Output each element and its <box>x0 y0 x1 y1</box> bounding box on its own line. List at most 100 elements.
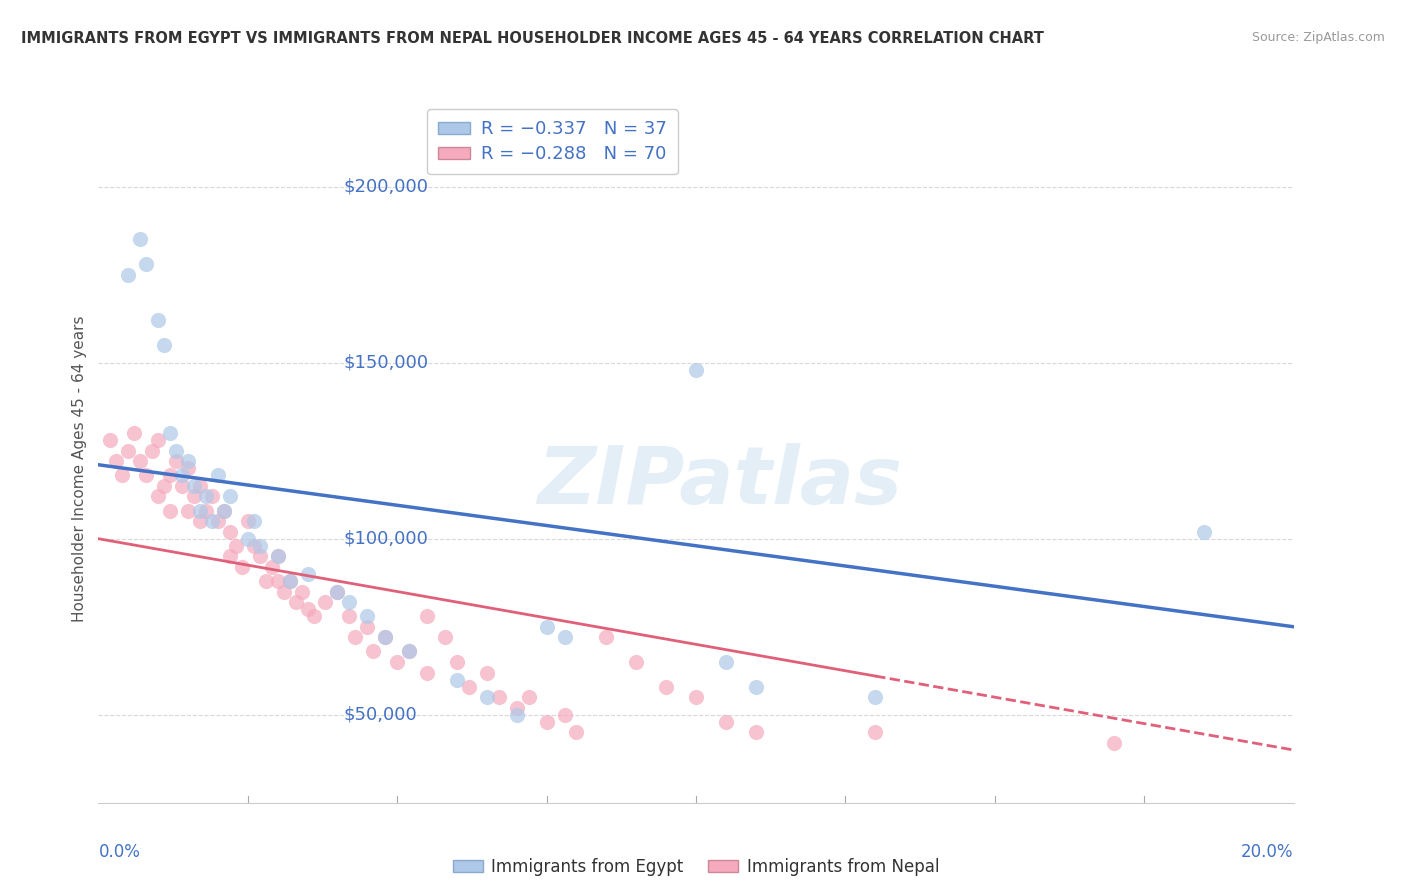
Point <box>111 468 134 483</box>
Point <box>290 584 312 599</box>
Point <box>260 560 283 574</box>
Point <box>374 630 396 644</box>
Text: $100,000: $100,000 <box>343 530 429 548</box>
Point <box>194 503 218 517</box>
Point <box>356 609 378 624</box>
Text: $50,000: $50,000 <box>343 706 418 723</box>
Point <box>398 644 420 658</box>
Point <box>194 490 218 504</box>
Text: Source: ZipAtlas.com: Source: ZipAtlas.com <box>1251 31 1385 45</box>
Point <box>267 574 290 588</box>
Point <box>117 268 139 282</box>
Point <box>177 503 200 517</box>
Point <box>595 630 617 644</box>
Point <box>344 630 367 644</box>
Point <box>225 539 247 553</box>
Point <box>159 503 181 517</box>
Point <box>243 514 266 528</box>
Point <box>398 644 420 658</box>
Point <box>148 433 170 447</box>
Point <box>148 490 170 504</box>
Point <box>212 503 235 517</box>
Point <box>714 714 737 729</box>
Point <box>201 490 224 504</box>
Point <box>685 362 707 376</box>
Text: $200,000: $200,000 <box>343 178 429 195</box>
Point <box>374 630 396 644</box>
Point <box>517 690 540 705</box>
Point <box>129 232 152 246</box>
Point <box>475 690 498 705</box>
Text: 0.0%: 0.0% <box>98 843 141 861</box>
Point <box>207 514 229 528</box>
Point <box>172 468 194 483</box>
Point <box>745 725 768 739</box>
Point <box>745 680 768 694</box>
Text: IMMIGRANTS FROM EGYPT VS IMMIGRANTS FROM NEPAL HOUSEHOLDER INCOME AGES 45 - 64 Y: IMMIGRANTS FROM EGYPT VS IMMIGRANTS FROM… <box>21 31 1045 46</box>
Point <box>273 584 295 599</box>
Point <box>219 524 242 539</box>
Point <box>183 479 205 493</box>
Point <box>135 257 157 271</box>
Point <box>685 690 707 705</box>
Point <box>212 503 235 517</box>
Point <box>278 574 301 588</box>
Point <box>249 539 271 553</box>
Point <box>1192 524 1215 539</box>
Point <box>231 560 253 574</box>
Point <box>98 433 122 447</box>
Point <box>315 595 337 609</box>
Point <box>339 595 360 609</box>
Point <box>117 443 139 458</box>
Point <box>865 725 887 739</box>
Legend: Immigrants from Egypt, Immigrants from Nepal: Immigrants from Egypt, Immigrants from N… <box>446 851 946 882</box>
Point <box>236 532 259 546</box>
Text: ZIPatlas: ZIPatlas <box>537 442 903 521</box>
Point <box>153 338 176 352</box>
Point <box>267 549 290 564</box>
Point <box>172 479 194 493</box>
Point <box>219 490 242 504</box>
Point <box>434 630 457 644</box>
Point <box>243 539 266 553</box>
Point <box>297 566 319 581</box>
Point <box>188 514 211 528</box>
Point <box>177 461 200 475</box>
Point <box>302 609 325 624</box>
Point <box>506 707 529 722</box>
Point <box>159 468 181 483</box>
Point <box>297 602 319 616</box>
Point <box>416 609 439 624</box>
Point <box>219 549 242 564</box>
Y-axis label: Householder Income Ages 45 - 64 years: Householder Income Ages 45 - 64 years <box>72 315 87 622</box>
Point <box>446 673 468 687</box>
Point <box>105 454 128 468</box>
Point <box>177 454 200 468</box>
Point <box>188 479 211 493</box>
Point <box>129 454 152 468</box>
Point <box>159 426 181 441</box>
Point <box>326 584 349 599</box>
Point <box>446 655 468 669</box>
Point <box>458 680 481 694</box>
Point <box>356 620 378 634</box>
Point <box>165 454 187 468</box>
Point <box>363 644 385 658</box>
Point <box>1104 736 1126 750</box>
Point <box>554 707 576 722</box>
Point <box>339 609 360 624</box>
Point <box>714 655 737 669</box>
Point <box>865 690 887 705</box>
Point <box>153 479 176 493</box>
Point <box>124 426 146 441</box>
Point <box>326 584 349 599</box>
Point <box>488 690 510 705</box>
Point <box>141 443 163 458</box>
Point <box>385 655 409 669</box>
Text: 20.0%: 20.0% <box>1241 843 1294 861</box>
Point <box>201 514 224 528</box>
Point <box>249 549 271 564</box>
Point <box>536 620 558 634</box>
Point <box>475 665 498 680</box>
Point <box>536 714 558 729</box>
